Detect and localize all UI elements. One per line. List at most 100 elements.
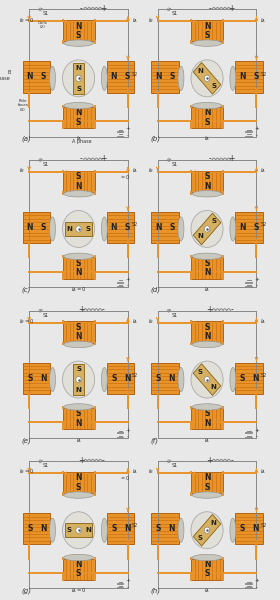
Ellipse shape [230, 367, 236, 392]
Text: (c): (c) [22, 286, 31, 293]
Circle shape [191, 512, 223, 548]
Text: S: S [41, 73, 46, 82]
Ellipse shape [230, 518, 236, 542]
Text: -: - [208, 154, 211, 163]
Bar [191, 322, 223, 343]
Text: N: N [155, 223, 162, 232]
Ellipse shape [178, 518, 184, 542]
Ellipse shape [192, 103, 222, 109]
Text: $I_A$: $I_A$ [260, 166, 266, 175]
Text: S: S [204, 172, 210, 181]
Text: S: S [156, 374, 161, 383]
Text: S: S [125, 223, 130, 232]
Circle shape [62, 361, 95, 398]
Text: N: N [76, 65, 81, 71]
Text: $I_A=0$: $I_A=0$ [71, 586, 87, 595]
Bar [151, 362, 179, 394]
Text: (e): (e) [22, 437, 31, 443]
Text: N: N [75, 108, 82, 117]
Text: N: N [75, 182, 82, 191]
Text: -: - [80, 154, 82, 163]
Ellipse shape [178, 217, 184, 241]
Text: (g): (g) [22, 587, 32, 594]
Text: S2: S2 [260, 71, 266, 77]
Text: $I_A$: $I_A$ [260, 16, 266, 25]
Text: S2: S2 [132, 222, 138, 227]
Text: N: N [75, 419, 82, 428]
Text: N: N [75, 22, 82, 31]
Text: N: N [27, 73, 33, 82]
Text: (f): (f) [150, 437, 158, 443]
Circle shape [204, 376, 210, 383]
Text: -: - [127, 284, 129, 289]
Text: S: S [76, 86, 81, 92]
Text: N: N [253, 374, 259, 383]
Text: $I_A$: $I_A$ [132, 467, 138, 476]
Text: S1: S1 [43, 463, 49, 468]
Ellipse shape [101, 217, 107, 241]
Circle shape [204, 527, 210, 533]
Ellipse shape [50, 518, 55, 542]
Circle shape [76, 226, 81, 232]
Text: $= 0$: $= 0$ [120, 475, 130, 482]
Text: +: + [254, 428, 259, 433]
Text: +: + [206, 305, 213, 314]
Ellipse shape [192, 554, 222, 561]
Text: -: - [102, 305, 105, 314]
Text: +: + [228, 154, 235, 163]
Bar [107, 61, 134, 92]
Text: S: S [76, 31, 81, 40]
Text: $I_A$: $I_A$ [76, 134, 81, 143]
Text: N: N [169, 374, 175, 383]
Text: S: S [204, 409, 210, 418]
Text: S: S [111, 374, 116, 383]
Text: S1: S1 [43, 162, 49, 167]
Text: N: N [75, 332, 82, 341]
Text: S1: S1 [171, 313, 178, 317]
Text: $I_B$: $I_B$ [148, 166, 154, 175]
Text: N: N [204, 22, 210, 31]
Text: A phase: A phase [73, 139, 92, 145]
Text: S: S [198, 535, 203, 541]
Polygon shape [193, 62, 221, 94]
Ellipse shape [64, 492, 94, 498]
Ellipse shape [64, 554, 94, 561]
Text: -: - [230, 305, 233, 314]
Text: S: S [240, 524, 245, 533]
Ellipse shape [178, 367, 184, 392]
Bar [191, 257, 223, 278]
Circle shape [191, 60, 223, 97]
Text: N: N [85, 527, 91, 533]
Text: N: N [198, 68, 204, 74]
Text: S: S [125, 73, 130, 82]
Text: N: N [204, 268, 210, 277]
Text: N: N [198, 233, 204, 239]
Text: +: + [78, 305, 84, 314]
Text: $I_A$: $I_A$ [204, 285, 210, 294]
Ellipse shape [230, 66, 236, 91]
Text: $I_B=0$: $I_B=0$ [19, 16, 35, 25]
Bar [23, 61, 50, 92]
Text: +: + [254, 578, 259, 583]
Text: (d): (d) [150, 286, 160, 293]
Text: $I_B=0$: $I_B=0$ [19, 317, 35, 326]
Text: S: S [76, 569, 81, 578]
Text: S: S [253, 73, 258, 82]
Text: S2: S2 [260, 222, 266, 227]
Ellipse shape [192, 253, 222, 260]
Text: S: S [76, 172, 81, 181]
Circle shape [76, 527, 81, 533]
Text: (b): (b) [150, 136, 160, 142]
Text: S: S [204, 31, 210, 40]
Bar [191, 170, 223, 192]
Text: S1: S1 [171, 162, 178, 167]
Text: +: + [78, 455, 84, 464]
Text: +: + [126, 428, 130, 433]
Bar [235, 362, 263, 394]
Bar [151, 212, 179, 243]
Text: S2: S2 [260, 523, 266, 529]
Text: $I_A$: $I_A$ [260, 317, 266, 326]
Ellipse shape [178, 66, 184, 91]
Text: $I_A$: $I_A$ [260, 467, 266, 476]
Polygon shape [73, 62, 85, 94]
